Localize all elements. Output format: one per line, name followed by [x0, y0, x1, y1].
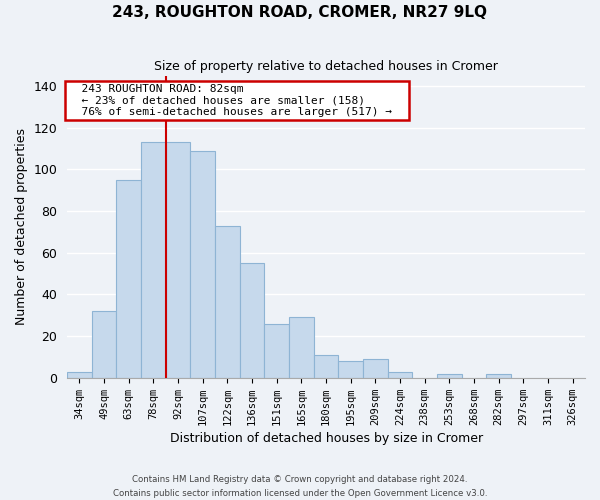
Bar	[437, 374, 462, 378]
Bar	[289, 318, 314, 378]
Bar	[338, 361, 363, 378]
Bar	[116, 180, 141, 378]
Bar	[215, 226, 240, 378]
Bar	[487, 374, 511, 378]
Text: Contains HM Land Registry data © Crown copyright and database right 2024.
Contai: Contains HM Land Registry data © Crown c…	[113, 476, 487, 498]
Bar	[388, 372, 412, 378]
Bar	[314, 355, 338, 378]
X-axis label: Distribution of detached houses by size in Cromer: Distribution of detached houses by size …	[170, 432, 482, 445]
Bar	[240, 263, 265, 378]
Bar	[141, 142, 166, 378]
Title: Size of property relative to detached houses in Cromer: Size of property relative to detached ho…	[154, 60, 498, 73]
Bar	[166, 142, 190, 378]
Text: 243, ROUGHTON ROAD, CROMER, NR27 9LQ: 243, ROUGHTON ROAD, CROMER, NR27 9LQ	[113, 5, 487, 20]
Text: 243 ROUGHTON ROAD: 82sqm
  ← 23% of detached houses are smaller (158)
  76% of s: 243 ROUGHTON ROAD: 82sqm ← 23% of detach…	[68, 84, 406, 117]
Y-axis label: Number of detached properties: Number of detached properties	[15, 128, 28, 325]
Bar	[92, 311, 116, 378]
Bar	[190, 150, 215, 378]
Bar	[265, 324, 289, 378]
Bar	[363, 359, 388, 378]
Bar	[67, 372, 92, 378]
